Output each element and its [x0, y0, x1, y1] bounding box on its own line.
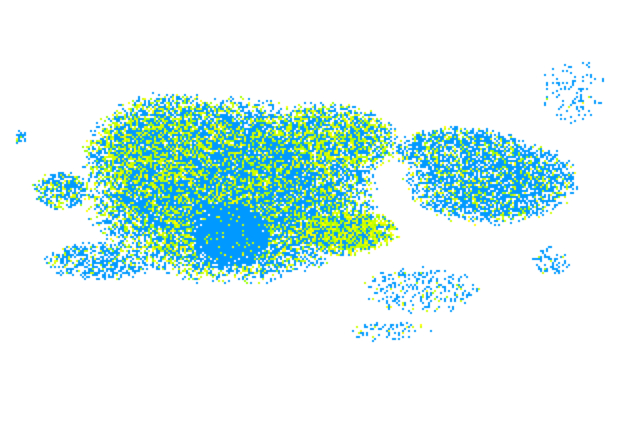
precipitation-echo-layer — [0, 0, 640, 427]
radar-echo-map — [0, 0, 640, 427]
